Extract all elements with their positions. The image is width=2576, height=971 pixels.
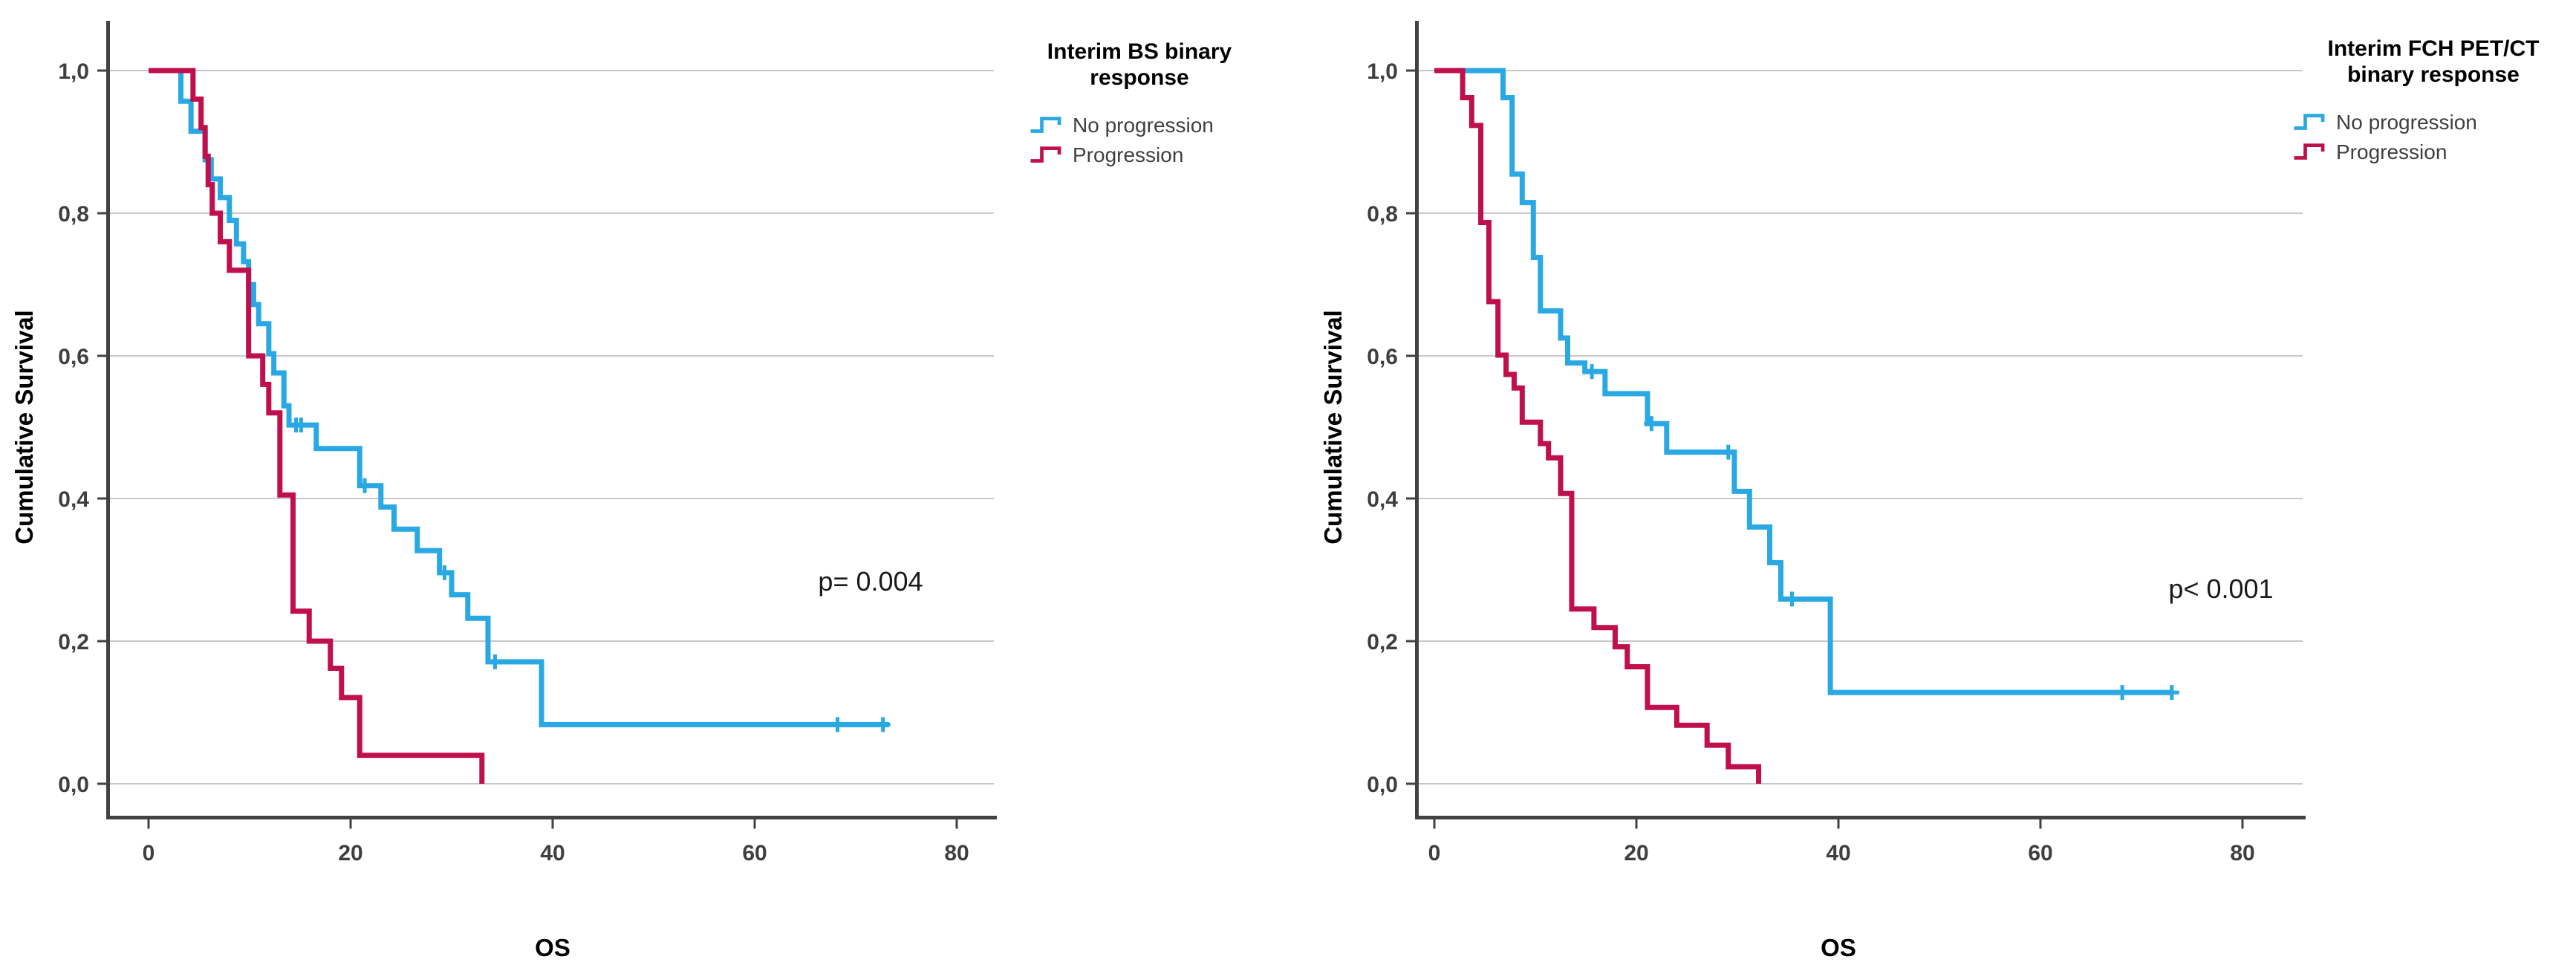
x-tick-label: 80: [944, 841, 969, 866]
y-tick-label: 0,6: [58, 345, 89, 369]
legend-interim-fch-petct: Interim FCH PET/CT binary response No pr…: [2292, 36, 2575, 164]
y-tick-label: 0,8: [1367, 202, 1398, 227]
progression-step-swatch-icon: [2294, 143, 2325, 160]
x-tick-label: 20: [1624, 841, 1648, 866]
legend-title: Interim FCH PET/CT binary response: [2327, 36, 2540, 88]
survival-curve-no-progression: [1434, 68, 2174, 695]
y-tick-label: 1,0: [1367, 59, 1398, 84]
y-tick-label: 1,0: [58, 59, 89, 84]
km-plot-interim-fch-petct: 1,0 0,8 0,6 0,4 0,2 0,0 0 20 40 60 80 Cu…: [1319, 21, 2306, 961]
y-tick-label: 0,0: [1367, 773, 1398, 797]
progression-step-swatch-icon: [1030, 146, 1061, 163]
y-tick-label: 0,6: [1367, 345, 1398, 369]
legend-item-progression: Progression: [2292, 140, 2575, 164]
x-tick-label: 40: [1826, 841, 1850, 866]
x-tick-label: 20: [338, 841, 362, 866]
survival-curve-progression: [149, 68, 485, 784]
survival-curve-progression: [1434, 68, 1762, 784]
x-axis-title: OS: [1821, 934, 1856, 961]
legend-item-label: No progression: [1073, 113, 1214, 137]
no-progression-step-swatch-icon: [1030, 117, 1061, 133]
legend-items: No progression Progression: [2292, 111, 2575, 164]
legend-item-label: Progression: [2336, 140, 2447, 163]
plot-area: [97, 21, 997, 829]
legend-interim-bs: Interim BS binary response No progressio…: [1029, 39, 1250, 167]
y-axis-title: Cumulative Survival: [1319, 310, 1347, 544]
p-value-label: p= 0.004: [818, 566, 923, 597]
legend-item-progression: Progression: [1029, 143, 1250, 167]
plot-area: [1406, 21, 2306, 829]
x-tick-label: 60: [2028, 841, 2052, 866]
y-tick-label: 0,2: [1367, 630, 1398, 655]
p-value-label: p< 0.001: [2168, 574, 2273, 604]
no-progression-step-swatch-icon: [2294, 114, 2325, 130]
y-tick-label: 0,2: [58, 630, 89, 655]
legend-title: Interim BS binary response: [1047, 39, 1232, 91]
legend-item-label: No progression: [2336, 110, 2477, 134]
legend-item-no-progression: No progression: [1029, 114, 1250, 137]
y-tick-label: 0,8: [58, 202, 89, 227]
x-tick-label: 40: [540, 841, 565, 866]
x-tick-label: 0: [1428, 841, 1441, 866]
y-tick-label: 0,4: [58, 487, 89, 512]
legend-items: No progression Progression: [1029, 114, 1250, 167]
y-axis-title: Cumulative Survival: [10, 310, 38, 544]
km-plot-interim-bs: 1,0 0,8 0,6 0,4 0,2 0,0 0 20 40 60 80 Cu…: [10, 21, 997, 961]
y-tick-label: 0,0: [58, 773, 89, 797]
x-axis-title: OS: [535, 934, 570, 961]
survival-curve-no-progression: [149, 68, 889, 727]
x-tick-label: 60: [742, 841, 767, 866]
legend-item-label: Progression: [1073, 143, 1184, 166]
x-tick-label: 80: [2230, 841, 2254, 866]
x-tick-label: 0: [143, 841, 155, 866]
legend-item-no-progression: No progression: [2292, 111, 2575, 134]
y-tick-label: 0,4: [1367, 487, 1398, 512]
